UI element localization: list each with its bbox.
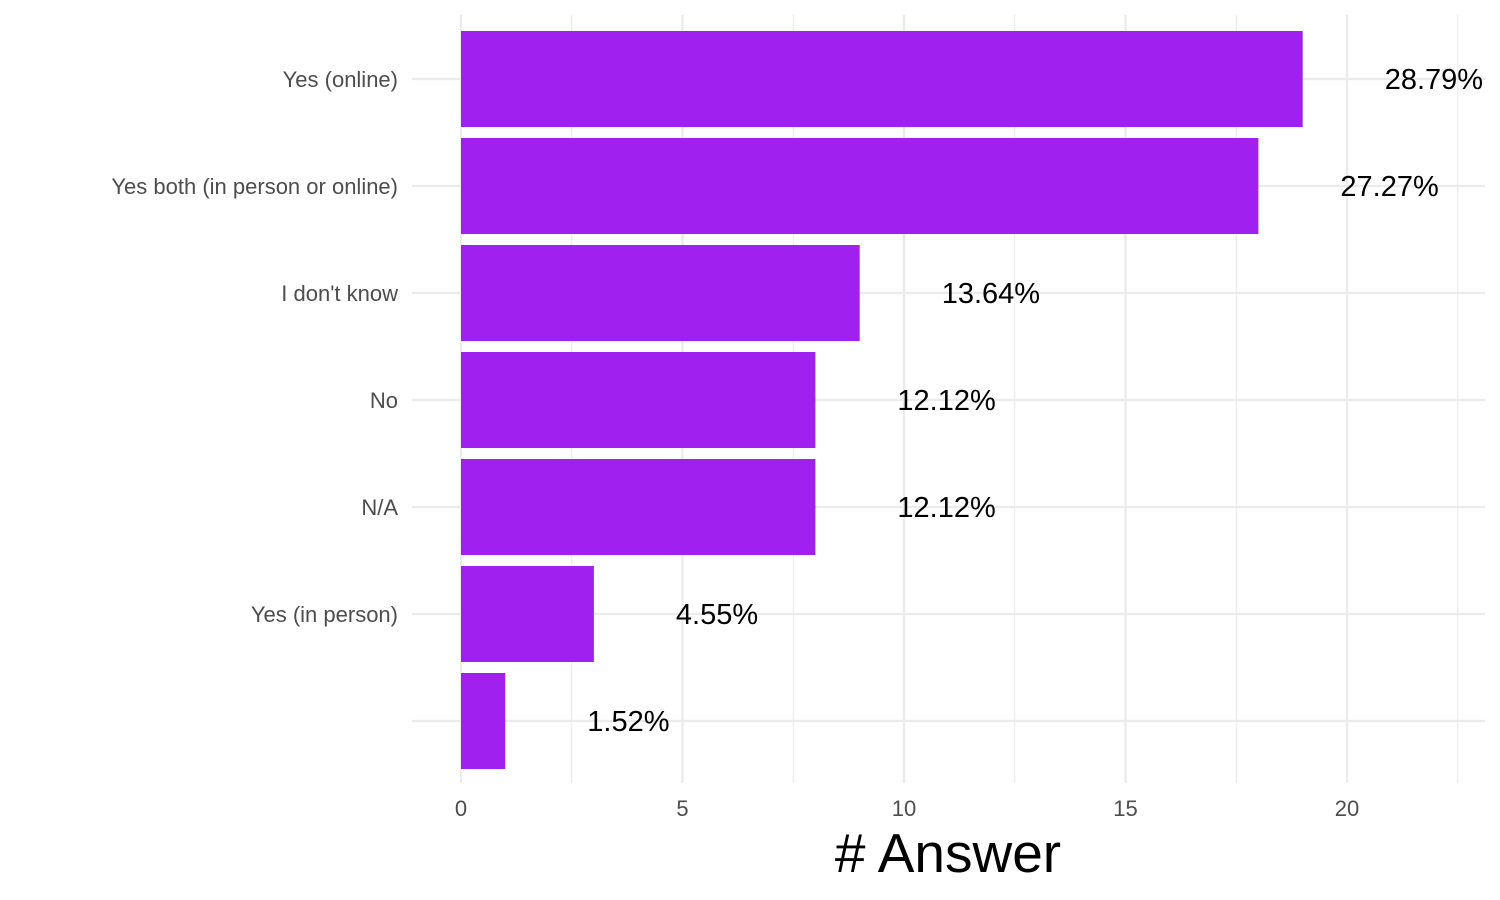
y-tick-label: Yes (in person) [251, 602, 398, 627]
x-tick-label: 20 [1335, 796, 1359, 821]
bar [461, 352, 816, 448]
x-tick-label: 5 [676, 796, 688, 821]
bar-value-label: 1.52% [587, 706, 669, 738]
y-tick-label: I don't know [281, 281, 398, 306]
bar-value-label: 12.12% [897, 385, 995, 417]
y-tick-label: No [370, 388, 398, 413]
x-axis-title: # Answer [835, 822, 1061, 884]
y-tick-label: N/A [361, 495, 398, 520]
bar [461, 31, 1303, 127]
bar-value-label: 13.64% [942, 278, 1040, 310]
y-axis-tick-labels: Yes (online) Yes both (in person or onlin… [111, 67, 398, 627]
y-tick-label: Yes (online) [283, 67, 398, 92]
x-tick-label: 0 [455, 796, 467, 821]
x-tick-label: 10 [892, 796, 916, 821]
data-labels: 28.79% 27.27% 13.64% 12.12% 12.12% 4.55% 1.52% [587, 64, 1483, 738]
x-axis-tick-labels: 0 5 10 15 20 [455, 796, 1359, 821]
bar [461, 459, 816, 555]
bar [461, 138, 1259, 234]
bars [461, 31, 1303, 769]
y-tick-label: Yes both (in person or online) [111, 174, 398, 199]
bar [461, 566, 594, 662]
bar-value-label: 4.55% [676, 599, 758, 631]
bar [461, 673, 506, 769]
bar [461, 245, 860, 341]
bar-value-label: 28.79% [1385, 64, 1483, 96]
bar-value-label: 12.12% [897, 492, 995, 524]
bar-value-label: 27.27% [1340, 171, 1438, 203]
x-tick-label: 15 [1113, 796, 1137, 821]
